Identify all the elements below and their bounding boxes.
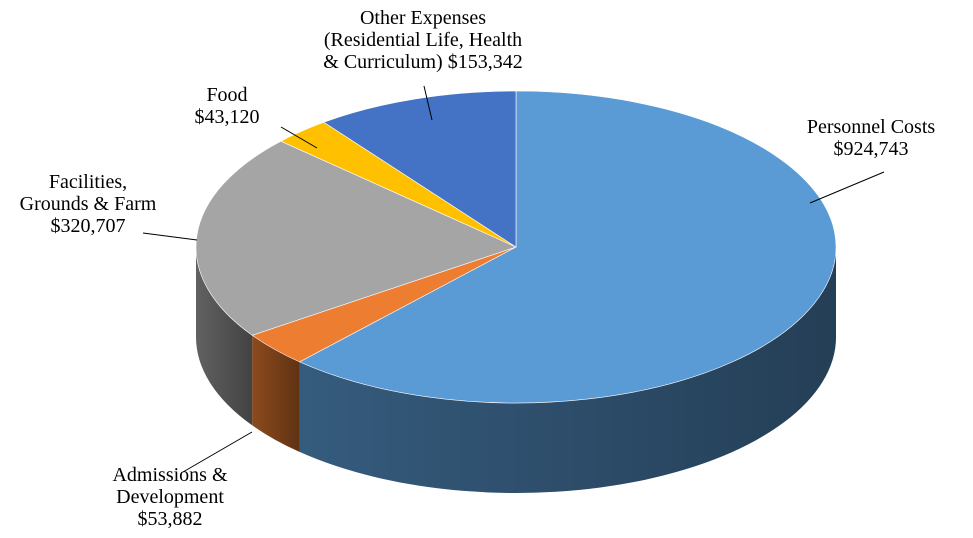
slice-label-line-food: $43,120: [195, 106, 260, 128]
pie-slice-other-expenses-residential-life-health-curriculum: [323, 90, 517, 248]
leader-line-facilities-grounds-farm: [142, 232, 198, 241]
leader-line-personnel-costs: [809, 171, 885, 204]
pie-top-faces: [195, 90, 837, 404]
slice-label-line-admissions-development: Admissions &: [112, 464, 227, 486]
label-leader-lines: [142, 85, 885, 473]
slice-label-line-admissions-development: $53,882: [138, 508, 203, 530]
pie-side-walls: [196, 247, 836, 493]
slice-label-line-other-expenses-residential-life-health-curriculum: Other Expenses: [360, 7, 486, 29]
slice-label-other-expenses-residential-life-health-curriculum: Other Expenses (Residential Life, Health &…: [323, 7, 522, 73]
slice-label-line-other-expenses-residential-life-health-curriculum: (Residential Life, Health: [324, 29, 522, 51]
leader-line-other-expenses-residential-life-health-curriculum: [423, 85, 433, 121]
pie-slice-personnel-costs: [298, 90, 837, 404]
slice-label-food: Food $43,120: [195, 84, 260, 128]
slice-label-line-food: Food: [206, 84, 247, 106]
leader-line-admissions-development: [182, 431, 253, 473]
pie-slice-facilities-grounds-farm: [195, 140, 517, 336]
slice-label-line-admissions-development: Development: [116, 486, 224, 508]
slice-label-facilities-grounds-farm: Facilities, Grounds & Farm $320,707: [20, 171, 157, 237]
slice-label-line-facilities-grounds-farm: $320,707: [51, 215, 126, 237]
slice-label-personnel-costs: Personnel Costs $924,743: [807, 116, 936, 160]
leader-line-food: [280, 126, 318, 149]
pie-side-shading-personnel-costs: [299, 247, 836, 493]
slice-label-line-other-expenses-residential-life-health-curriculum: & Curriculum) $153,342: [323, 51, 522, 73]
slice-label-line-facilities-grounds-farm: Grounds & Farm: [20, 193, 157, 215]
slice-label-admissions-development: Admissions & Development $53,882: [112, 464, 227, 530]
slice-labels: Personnel Costs $924,743 Admissions & Devel…: [20, 7, 936, 530]
slice-label-line-facilities-grounds-farm: Facilities,: [49, 171, 127, 193]
pie-side-shading-facilities-grounds-farm: [196, 247, 253, 426]
slice-label-line-personnel-costs: $924,743: [834, 138, 909, 160]
pie-side-shading-admissions-development: [252, 335, 300, 452]
slice-label-line-personnel-costs: Personnel Costs: [807, 116, 936, 138]
